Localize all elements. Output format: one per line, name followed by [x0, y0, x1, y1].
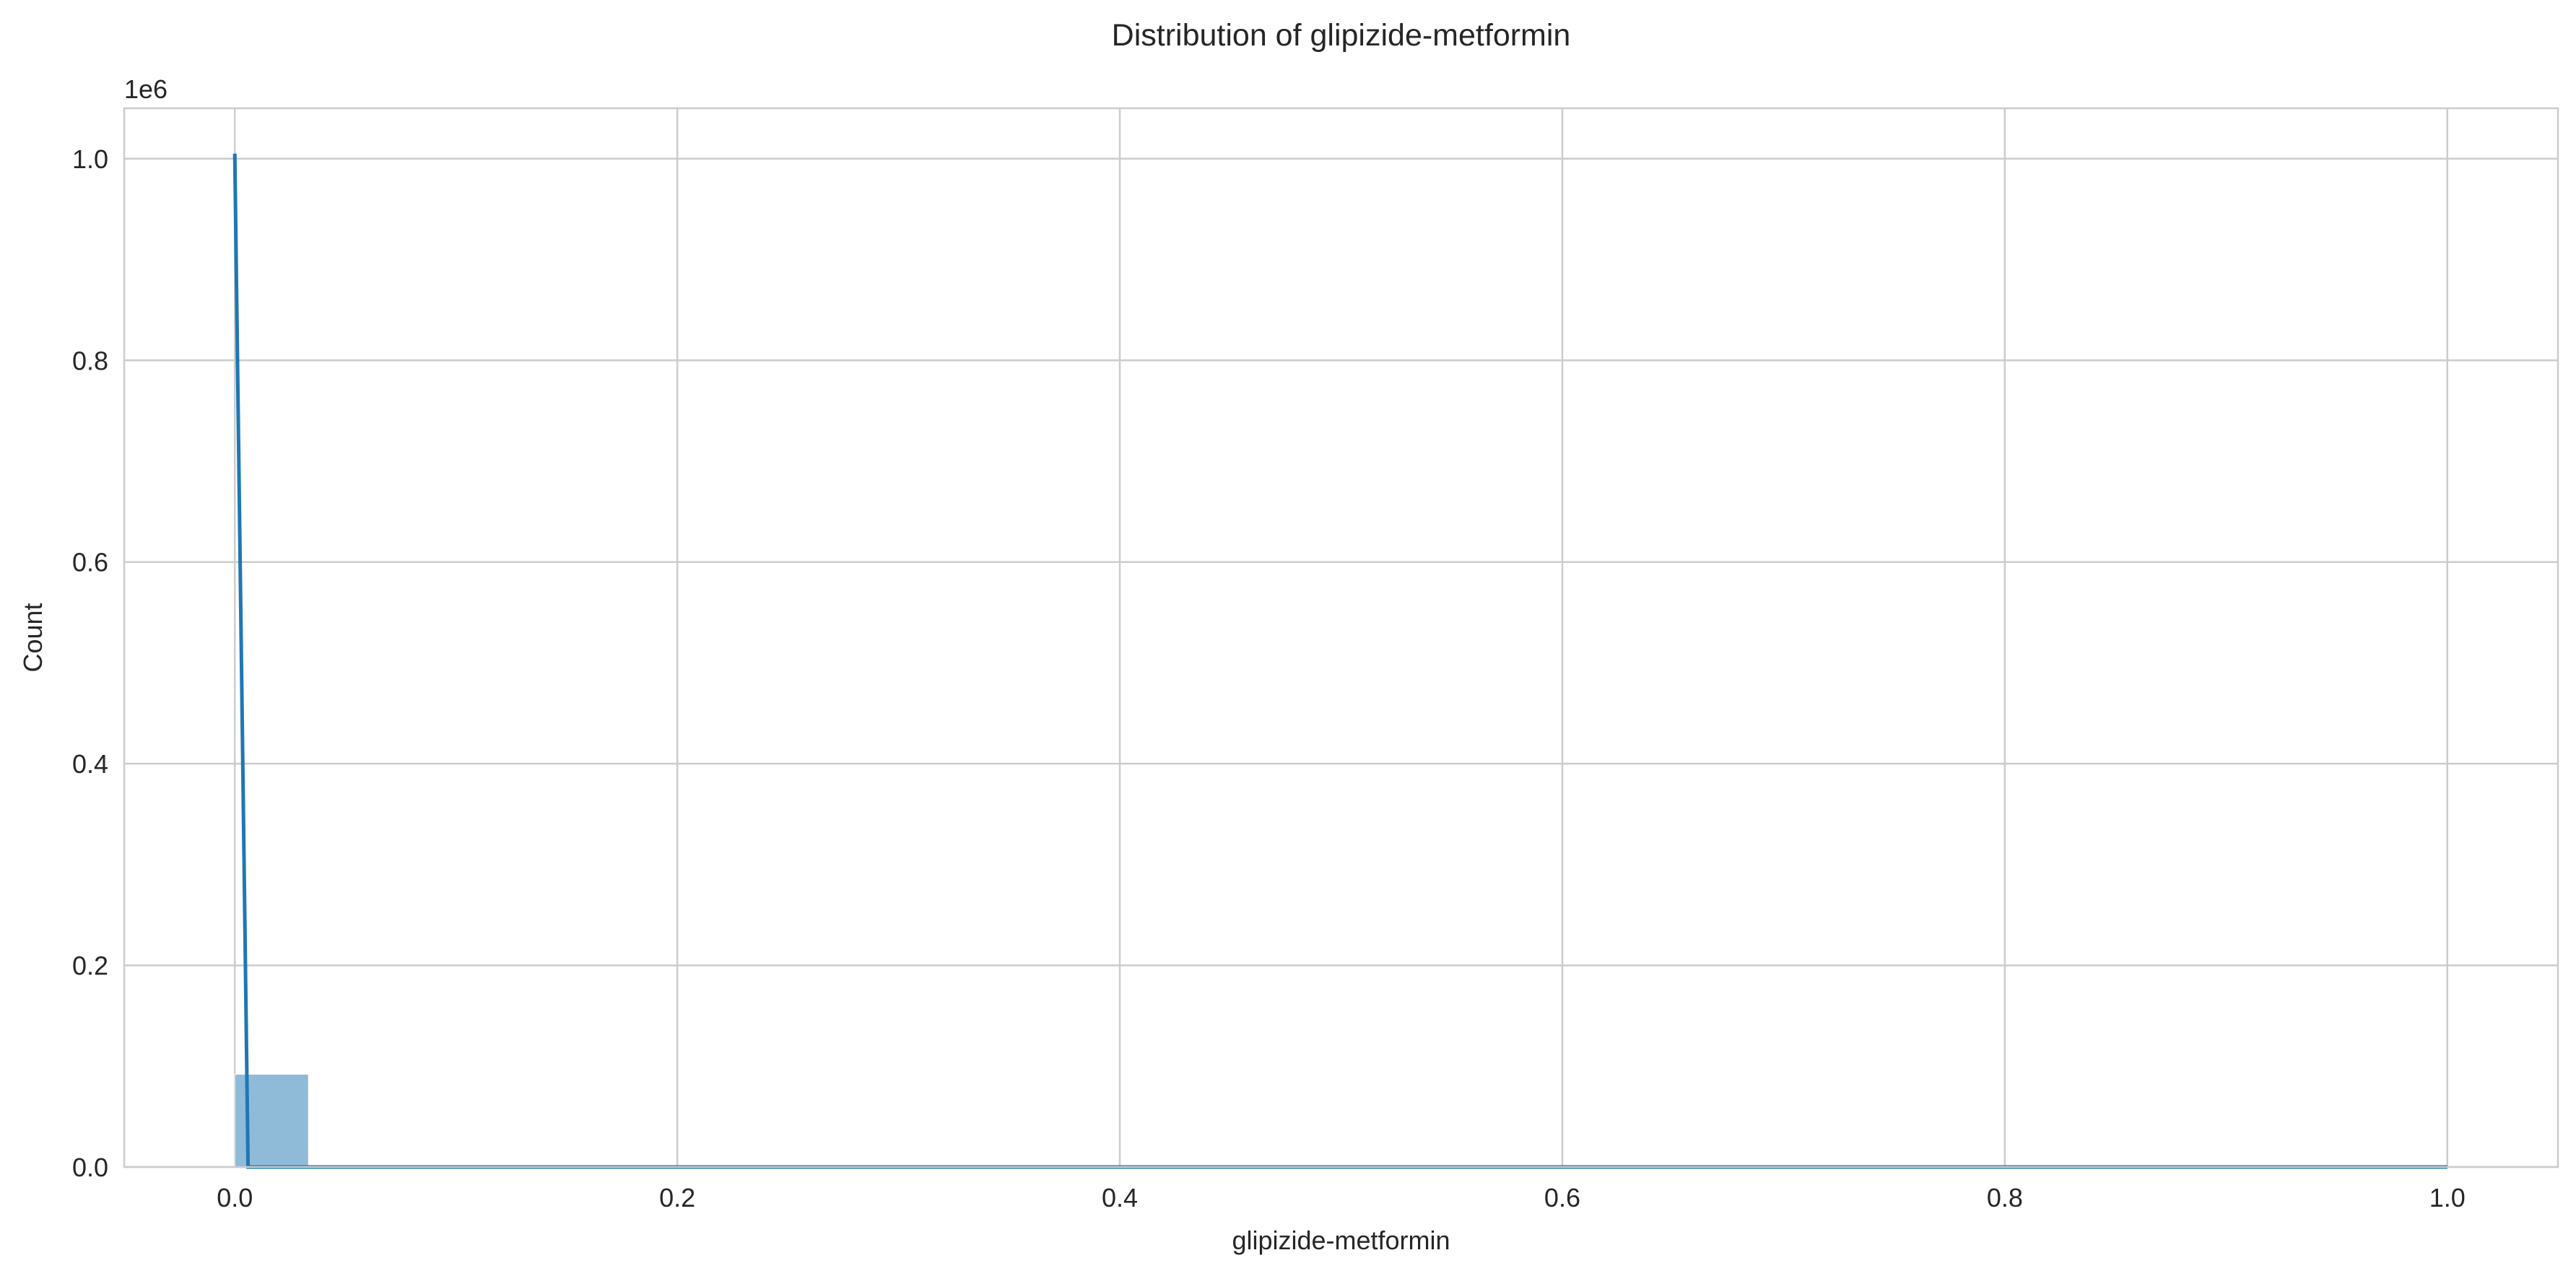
y-axis-label: Count [18, 603, 48, 672]
x-tick-label: 1.0 [2429, 1183, 2466, 1212]
y-tick-label: 0.4 [72, 749, 108, 779]
y-tick-label: 0.2 [72, 951, 108, 981]
x-tick-label: 0.8 [1987, 1183, 2023, 1212]
x-tick-label: 0.0 [217, 1183, 253, 1212]
x-tick-label: 0.4 [1102, 1183, 1138, 1212]
plot-frame [123, 107, 2559, 1168]
y-tick-label: 0.0 [72, 1153, 108, 1182]
x-tick-label: 0.2 [659, 1183, 695, 1212]
grid [124, 108, 2558, 1168]
kde-line [232, 153, 2447, 1169]
x-axis-label: glipizide-metformin [1232, 1225, 1450, 1255]
y-tick-label: 1.0 [72, 144, 108, 174]
y-offset-label: 1e6 [124, 74, 167, 104]
y-tick-label: 0.8 [72, 346, 108, 375]
y-axis-ticks: 0.0 0.2 0.4 0.6 0.8 1.0 [72, 144, 108, 1182]
y-tick-label: 0.6 [72, 548, 108, 577]
chart-title: Distribution of glipizide-metformin [1112, 18, 1571, 53]
x-axis-ticks: 0.0 0.2 0.4 0.6 0.8 1.0 [217, 1183, 2466, 1212]
x-tick-label: 0.6 [1544, 1183, 1580, 1212]
